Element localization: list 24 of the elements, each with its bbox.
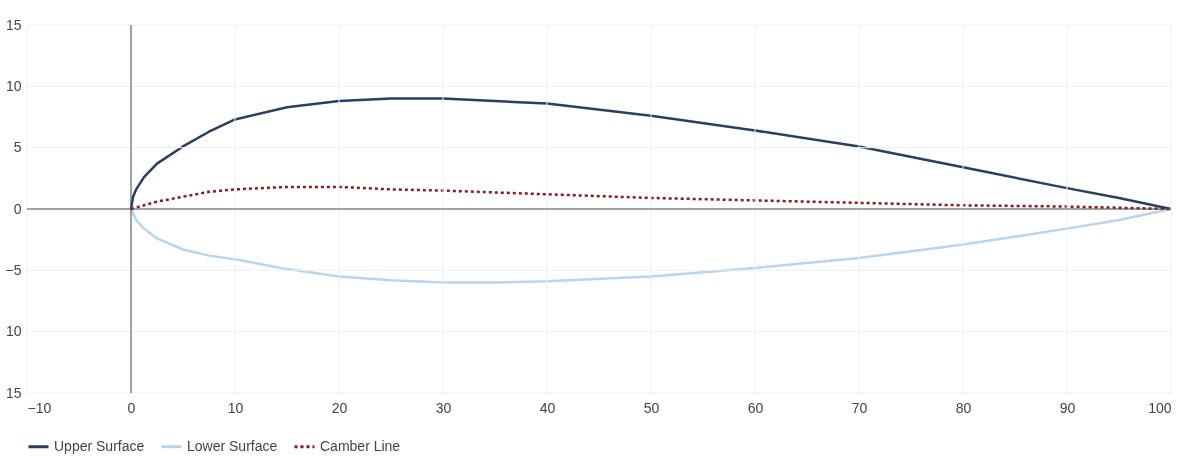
x-tick-label: 30 bbox=[435, 399, 452, 416]
x-tick-label: 70 bbox=[851, 399, 868, 416]
legend-label: Lower Surface bbox=[187, 437, 278, 454]
legend-label: Upper Surface bbox=[54, 437, 145, 454]
y-tick-label: −5 bbox=[5, 261, 22, 278]
line-series bbox=[129, 97, 1173, 211]
y-tick-label: 5 bbox=[13, 139, 22, 156]
x-tick-label: 20 bbox=[331, 399, 348, 416]
line-series bbox=[129, 207, 1173, 284]
x-tick-label: 10 bbox=[227, 399, 244, 416]
x-tick-label: 50 bbox=[643, 399, 660, 416]
y-tick-label: 10 bbox=[5, 323, 22, 340]
y-tick-label: 10 bbox=[5, 77, 22, 94]
legend-label: Camber Line bbox=[320, 437, 401, 454]
y-tick-label: 0 bbox=[13, 200, 22, 217]
x-tick-label: 100 bbox=[1148, 399, 1172, 416]
x-tick-label: 60 bbox=[747, 399, 764, 416]
y-tick-label: 15 bbox=[5, 16, 22, 33]
x-tick-label: 80 bbox=[955, 399, 972, 416]
x-tick-label: 40 bbox=[539, 399, 556, 416]
x-tick-label: 0 bbox=[127, 399, 136, 416]
y-tick-label: 15 bbox=[5, 384, 22, 401]
x-tick-label: 90 bbox=[1059, 399, 1076, 416]
x-tick-label: −10 bbox=[27, 399, 52, 416]
